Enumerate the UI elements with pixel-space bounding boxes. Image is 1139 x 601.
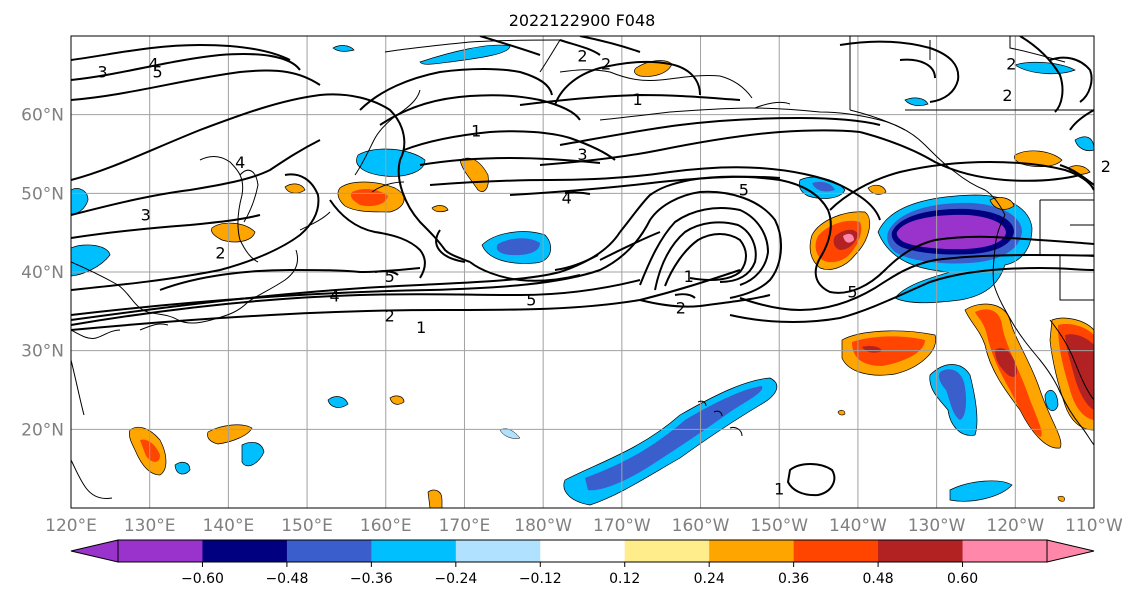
lat-tick-label: 30°N (21, 342, 64, 362)
colorbar-segment (793, 540, 879, 562)
lon-tick-label: 160°E (360, 516, 412, 536)
colorbar-tick-label: 0.12 (609, 571, 640, 587)
lon-tick-label: 150°E (281, 516, 333, 536)
contour-label: 5 (385, 267, 395, 286)
colorbar-tick-label: 0.24 (694, 571, 725, 587)
lat-tick-label: 50°N (21, 184, 64, 204)
contour-label: 2 (577, 47, 587, 66)
lon-tick-label: 170°W (593, 516, 651, 536)
colorbar-tick-label: −0.12 (519, 571, 562, 587)
contour-label: 5 (847, 283, 857, 302)
contour-label: 3 (141, 206, 151, 225)
lat-tick-label: 20°N (21, 420, 64, 440)
contour-label: 2 (1002, 86, 1012, 105)
colorbar-tick-label: −0.36 (350, 571, 393, 587)
colorbar: −0.60 −0.48 −0.36 −0.24 −0.12 0.12 0.24 0.36 0.4… (70, 539, 1095, 587)
lon-tick-label: 170°E (439, 516, 491, 536)
colorbar-tick-label: −0.24 (434, 571, 477, 587)
colorbar-tick-label: 0.36 (778, 571, 809, 587)
lat-tick-label: 40°N (21, 263, 64, 283)
lon-tick-label: 140°E (203, 516, 255, 536)
contour-label: 4 (562, 188, 572, 207)
lon-tick-label: 120°E (45, 516, 97, 536)
colorbar-segment (540, 540, 626, 562)
longitude-tick-labels: 120°E 130°E 140°E 150°E 160°E 170°E 180°W 170°W… (45, 516, 1123, 536)
latitude-tick-labels: 60°N 50°N 40°N 30°N 20°N (21, 106, 64, 441)
contour-label: 4 (235, 153, 245, 172)
colorbar-segment (709, 540, 795, 562)
colorbar-segment (202, 540, 288, 562)
contour-label: 5 (526, 291, 536, 310)
contour-label: 4 (330, 287, 340, 306)
contour-label: 1 (632, 90, 642, 109)
lon-tick-label: 180°W (514, 516, 572, 536)
contour-label: 2 (676, 298, 686, 317)
lat-tick-label: 60°N (21, 106, 64, 126)
contour-label: 5 (739, 180, 749, 199)
colorbar-segment (624, 540, 710, 562)
colorbar-tick-label: −0.48 (265, 571, 308, 587)
contour-label: 2 (385, 306, 395, 325)
contour-label: 2 (215, 243, 225, 262)
contour-label: 2 (601, 55, 611, 74)
figure-title: 2022122900 F048 (509, 11, 656, 30)
colorbar-tick-label: 0.48 (863, 571, 894, 587)
colorbar-segment (962, 540, 1048, 562)
colorbar-segment (455, 540, 541, 562)
contour-label: 1 (774, 479, 784, 498)
contour-label: 3 (577, 145, 587, 164)
lon-tick-label: 160°W (672, 516, 730, 536)
contour-label: 1 (416, 318, 426, 337)
coastlines (71, 36, 1094, 499)
lon-tick-label: 110°W (1065, 516, 1123, 536)
colorbar-segment (286, 540, 372, 562)
colorbar-segment (371, 540, 457, 562)
contour-label: 5 (152, 62, 162, 81)
contour-label: 2 (1006, 55, 1016, 74)
contour-label: 1 (684, 267, 694, 286)
lon-tick-label: 130°W (908, 516, 966, 536)
colorbar-frame (117, 539, 1048, 563)
contour-label: 4 (149, 55, 159, 74)
contour-label: 3 (97, 62, 107, 81)
plot-frame (70, 35, 1095, 509)
colorbar-extend-left (70, 539, 119, 563)
colorbar-tick-label: 0.60 (947, 571, 978, 587)
colorbar-segment (878, 540, 964, 562)
colorbar-tick-label: −0.60 (181, 571, 224, 587)
lon-tick-label: 120°W (986, 516, 1044, 536)
contour-lines (71, 36, 1094, 497)
lon-tick-label: 140°W (829, 516, 887, 536)
strong-negative-core (896, 214, 1006, 250)
colorbar-extend-right (1046, 539, 1095, 563)
lon-tick-label: 130°E (124, 516, 176, 536)
contour-label: 1 (471, 121, 481, 140)
colorbar-segment (118, 540, 203, 562)
lon-tick-label: 150°W (750, 516, 808, 536)
contour-label: 2 (1101, 157, 1111, 176)
